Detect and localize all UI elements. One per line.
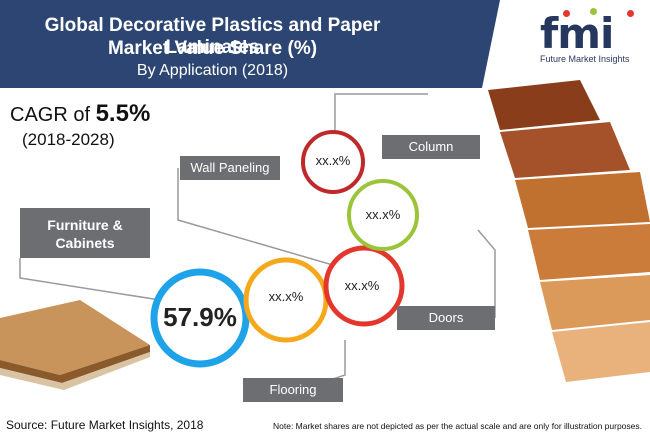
- logo-dot-red-2: [627, 10, 634, 17]
- label-flooring: Flooring: [243, 378, 343, 402]
- logo-dot-red: [563, 10, 570, 17]
- bubble-value-wall-paneling: xx.x%: [315, 153, 351, 168]
- cagr-text: CAGR of 5.5%: [10, 100, 150, 128]
- wood-planks-image: [488, 80, 650, 382]
- chart-title-line2: Market Value Share (%): [107, 38, 318, 59]
- cagr-value: 5.5%: [95, 100, 151, 127]
- logo-dot-green: [590, 8, 597, 15]
- bubble-doors: [323, 245, 405, 327]
- wood-board-image: [0, 300, 150, 390]
- connector-lines: [19, 93, 496, 386]
- label-column-cladding: Column Cladding: [382, 135, 480, 178]
- cagr-period: (2018-2028): [22, 130, 115, 149]
- bubble-value-flooring: xx.x%: [268, 289, 304, 304]
- bubble-value-doors: xx.x%: [344, 278, 380, 293]
- bubble-value-column-cladding: xx.x%: [365, 207, 401, 222]
- title-banner: [0, 0, 500, 88]
- bubble-column-cladding: [347, 179, 419, 251]
- label-wall-paneling: Wall Paneling: [180, 156, 280, 180]
- bubble-wall-paneling: [301, 130, 365, 194]
- chart-title-line1: Global Decorative Plastics and Paper Lam…: [44, 15, 381, 58]
- logo-wordmark: fmi: [540, 9, 614, 58]
- chart-subtitle: By Application (2018): [136, 62, 289, 79]
- note-text: Note: Market shares are not depicted as …: [272, 421, 642, 431]
- label-doors: Doors: [397, 306, 495, 330]
- fmi-logo: fmi Future Market Insights: [540, 9, 640, 65]
- bubble-value-furniture: 57.9%: [163, 302, 237, 332]
- label-furniture-cabinets: Furniture & Cabinets: [20, 208, 150, 258]
- bubble-series: [150, 130, 419, 368]
- cagr-prefix: CAGR of: [10, 104, 96, 126]
- bubble-furniture: [150, 268, 250, 368]
- source-text: Source: Future Market Insights, 2018: [6, 418, 204, 432]
- logo-subtitle: Future Market Insights: [540, 54, 630, 64]
